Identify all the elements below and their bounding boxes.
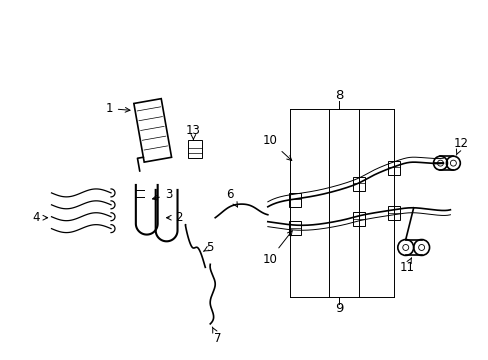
Bar (387, 206, 399, 220)
Bar (188, 140, 202, 158)
Bar (387, 161, 399, 175)
Text: 5: 5 (203, 241, 214, 254)
Text: 10: 10 (262, 231, 292, 266)
Text: 4: 4 (33, 211, 47, 224)
Bar (288, 221, 300, 235)
Bar (134, 99, 171, 162)
Text: 8: 8 (334, 89, 343, 102)
Text: 11: 11 (398, 258, 413, 274)
Bar (288, 193, 300, 207)
Text: 10: 10 (262, 134, 291, 161)
Text: 6: 6 (226, 188, 237, 207)
Bar (352, 212, 365, 226)
Text: 3: 3 (152, 188, 172, 201)
Text: 12: 12 (453, 137, 468, 155)
Text: 13: 13 (185, 124, 201, 140)
Text: 2: 2 (166, 211, 182, 224)
Bar (352, 177, 365, 191)
Text: 1: 1 (105, 102, 130, 115)
Text: 9: 9 (334, 302, 343, 315)
Text: 7: 7 (212, 327, 222, 345)
